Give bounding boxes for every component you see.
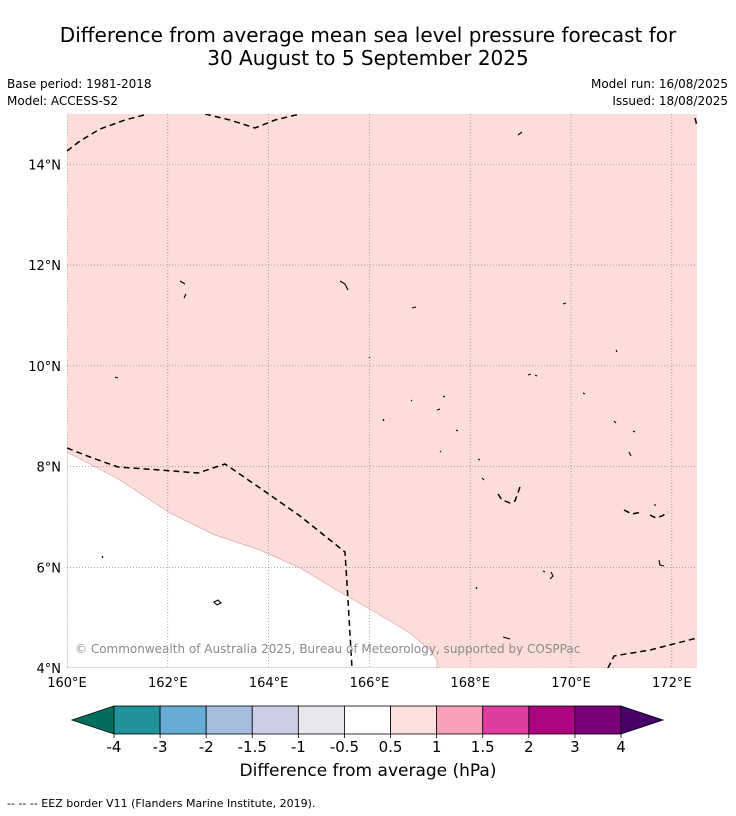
- x-tick-label: 170°E: [551, 676, 591, 691]
- y-tick-label: 4°N: [37, 662, 62, 677]
- model-run-text: Model run: 16/08/2025: [590, 77, 728, 91]
- island: [542, 570, 546, 573]
- colorbar-tick-label: -1: [291, 738, 306, 756]
- copyright-watermark: © Commonwealth of Australia 2025, Bureau…: [75, 642, 580, 656]
- colorbar-swatch: [528, 705, 576, 735]
- eez-border-marshall-west: [67, 447, 353, 668]
- model-text: Model: ACCESS-S2: [7, 94, 119, 108]
- island: [628, 451, 632, 457]
- island: [114, 376, 119, 379]
- y-tick-label: 10°N: [28, 360, 61, 375]
- colorbar-tick-label: -4: [107, 738, 122, 756]
- island: [339, 280, 349, 291]
- chart-title-line-2: 30 August to 5 September 2025: [207, 46, 529, 70]
- colorbar-extend-high: [620, 705, 665, 735]
- colorbar-swatch: [482, 705, 530, 735]
- colorbar-title: Difference from average (hPa): [239, 761, 497, 781]
- island: [439, 450, 442, 453]
- colorbar-tick-label: 3: [570, 738, 580, 756]
- x-tick-label: 166°E: [350, 676, 390, 691]
- y-tick-label: 14°N: [28, 158, 61, 173]
- x-tick-label: 160°E: [47, 676, 87, 691]
- island: [477, 458, 481, 461]
- neutral-region: [67, 451, 438, 668]
- island: [632, 430, 636, 433]
- colorbar-tick-label: -1.5: [238, 738, 267, 756]
- x-tick-label: 164°E: [249, 676, 289, 691]
- island: [481, 477, 485, 481]
- island-outlines: [101, 131, 665, 640]
- colorbar-tick-label: -2: [199, 738, 214, 756]
- colorbar-tick-label: 0.5: [379, 738, 403, 756]
- island: [615, 349, 618, 353]
- base-period-text: Base period: 1981-2018: [7, 77, 152, 91]
- island: [613, 420, 617, 424]
- y-axis-ticks: 4°N 6°N 8°N 10°N 12°N 14°N: [28, 158, 61, 677]
- island: [475, 586, 478, 590]
- island: [411, 306, 417, 309]
- colorbar-swatch: [574, 705, 622, 735]
- colorbar-swatch: [436, 705, 484, 735]
- island: [101, 555, 104, 559]
- colorbar-swatch: [159, 705, 207, 735]
- x-tick-label: 168°E: [450, 676, 490, 691]
- island: [549, 571, 554, 580]
- colorbar-swatch: [390, 705, 438, 735]
- colorbar-swatch: [205, 705, 253, 735]
- eez-border-north: [67, 114, 149, 152]
- island: [213, 599, 222, 606]
- eez-legend-text: -- -- -- EEZ border V11 (Flanders Marine…: [7, 797, 316, 810]
- island: [436, 408, 441, 411]
- colorbar-tick-label: 4: [616, 738, 626, 756]
- colorbar-tick-label: 1: [432, 738, 442, 756]
- island: [442, 395, 446, 398]
- island: [517, 131, 523, 136]
- eez-border-island-2: [623, 509, 643, 515]
- y-tick-label: 6°N: [37, 561, 62, 576]
- x-tick-label: 162°E: [148, 676, 188, 691]
- map-gridlines: [67, 114, 697, 668]
- colorbar-tick-label: 1.5: [471, 738, 495, 756]
- island: [455, 429, 459, 432]
- eez-border-ne: [694, 117, 697, 127]
- island: [562, 302, 567, 305]
- y-tick-label: 12°N: [28, 259, 61, 274]
- eez-border-island-3: [649, 511, 669, 519]
- x-axis-ticks: 160°E 162°E 164°E 166°E 168°E 170°E 172°E: [47, 676, 691, 691]
- x-tick-label: 172°E: [652, 676, 692, 691]
- colorbar-swatch: [297, 705, 345, 735]
- colorbar-swatch: [344, 705, 391, 735]
- colorbar-swatch: [251, 705, 299, 735]
- chart-title-line-1: Difference from average mean sea level p…: [59, 23, 677, 47]
- issued-text: Issued: 18/08/2025: [612, 94, 728, 108]
- eez-borders: [67, 114, 697, 668]
- map-panel: © Commonwealth of Australia 2025, Bureau…: [28, 114, 697, 691]
- island: [179, 280, 186, 285]
- island: [382, 418, 385, 422]
- colorbar-tick-label: -3: [153, 738, 168, 756]
- island: [527, 373, 532, 376]
- colorbar-tick-label: -0.5: [330, 738, 359, 756]
- eez-border-south-east: [607, 637, 697, 668]
- island: [658, 559, 665, 567]
- eez-border-north-2: [204, 114, 301, 129]
- island: [582, 392, 586, 395]
- colorbar-swatch: [113, 705, 161, 735]
- island: [534, 374, 538, 377]
- y-tick-label: 8°N: [37, 461, 62, 476]
- island: [502, 636, 511, 640]
- colorbar-extend-low: [70, 705, 115, 735]
- eez-border-island-1: [497, 486, 521, 504]
- colorbar-tick-label: 2: [524, 738, 534, 756]
- island: [368, 356, 371, 359]
- island: [183, 293, 187, 299]
- island: [410, 399, 413, 402]
